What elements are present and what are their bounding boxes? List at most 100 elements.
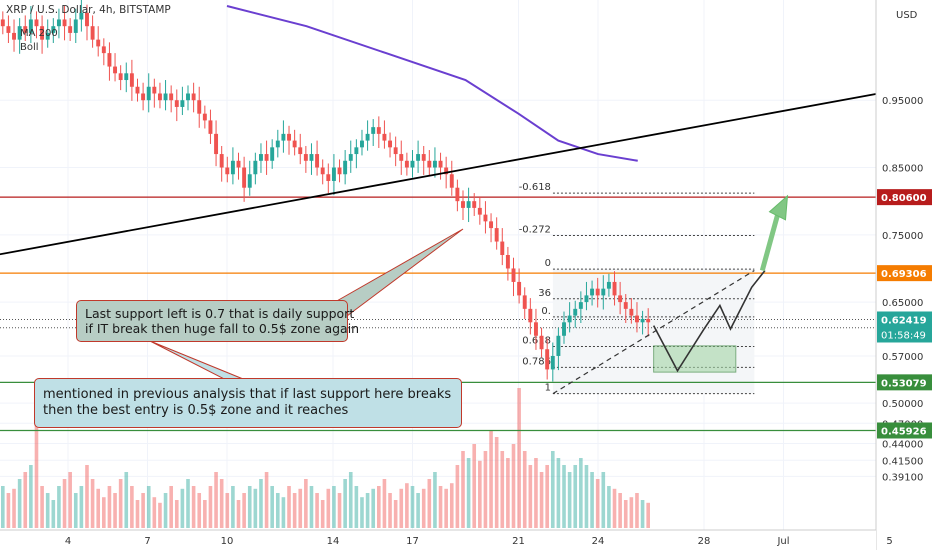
candle-body <box>96 39 101 47</box>
price-tick-label: 0.57000 <box>882 352 923 363</box>
analysis-note[interactable]: mentioned in previous analysis that if l… <box>34 378 462 428</box>
price-tick-label: 0.39100 <box>882 472 923 483</box>
volume-bar <box>360 497 364 528</box>
support-note[interactable]: Last support left is 0.7 that is daily s… <box>76 300 360 342</box>
candle-body <box>141 93 146 101</box>
candle-body <box>388 140 393 148</box>
price-label-text: 0.69306 <box>881 269 927 280</box>
candle-body <box>635 315 639 323</box>
projection-path[interactable] <box>652 269 766 373</box>
candle-body <box>28 19 33 33</box>
candle-body <box>118 73 123 81</box>
candle-body <box>399 154 404 161</box>
price-tick-label: 0.65000 <box>882 298 923 309</box>
candle-body <box>371 127 376 134</box>
volume-bar <box>410 486 415 528</box>
volume-bar <box>528 465 533 528</box>
candle-body <box>489 221 494 229</box>
volume-bar <box>522 451 527 528</box>
candle-body <box>477 207 482 215</box>
volume-bar <box>539 472 544 528</box>
volume-bar <box>23 472 28 528</box>
volume-bar <box>556 458 561 528</box>
time-tick-label: 24 <box>592 536 605 547</box>
trendline[interactable] <box>0 90 890 256</box>
volume-bar <box>444 488 448 528</box>
volume-bar <box>208 486 213 528</box>
volume-bar <box>158 502 162 528</box>
candle-body <box>326 174 331 181</box>
volume-bar <box>141 493 145 528</box>
volume-bar <box>494 437 499 528</box>
candle-body <box>34 19 39 27</box>
volume-bar <box>438 486 443 528</box>
dashed-trendline[interactable] <box>552 269 755 395</box>
volume-bar <box>275 493 280 528</box>
volume-bar <box>595 479 600 528</box>
target-arrow-head <box>768 194 789 221</box>
volume-bar <box>449 483 454 528</box>
volume-bar <box>354 486 359 528</box>
volume-bar <box>51 500 56 528</box>
candle-body <box>646 318 651 323</box>
ma-legend-label: MA 200 <box>20 28 58 39</box>
candle-body <box>416 154 421 161</box>
time-axis[interactable] <box>0 530 876 550</box>
candle-body <box>287 133 291 141</box>
candle-body <box>590 288 595 296</box>
volume-bar <box>242 493 246 528</box>
candle-body <box>236 160 241 168</box>
candle-body <box>0 19 5 27</box>
candle-body <box>545 349 550 370</box>
candle-body <box>157 93 162 101</box>
candle-body <box>494 228 499 242</box>
volume-bar <box>635 493 639 528</box>
volume-bar <box>130 486 134 528</box>
candle-body <box>186 93 190 101</box>
candle-body <box>354 147 359 155</box>
volume-bar <box>320 500 325 528</box>
volume-bar <box>1 486 5 528</box>
volume-bar <box>281 497 286 528</box>
candle-body <box>146 86 151 101</box>
candle-body <box>292 140 297 148</box>
countdown-tag <box>877 327 932 343</box>
candle-body <box>174 100 179 107</box>
symbol-title: XRP / U.S. Dollar, 4h, BITSTAMP <box>6 4 171 16</box>
volume-bar <box>163 493 168 528</box>
time-tick-label: 5 <box>886 536 892 547</box>
fib-level-label: -0.618 <box>519 182 551 193</box>
volume-bar <box>113 493 117 528</box>
volume-bar <box>618 493 622 528</box>
volume-bar <box>298 488 303 528</box>
volume-bar <box>292 493 297 528</box>
candle-body <box>315 154 320 168</box>
support-note-line-2: if IT break then huge fall to 0.5$ zone … <box>85 321 360 336</box>
volume-bar <box>62 479 67 528</box>
candle-body <box>427 160 432 168</box>
time-tick-label: 21 <box>512 536 525 547</box>
candle-body <box>601 288 606 296</box>
candle-body <box>472 201 477 208</box>
candle-body <box>275 140 280 148</box>
candle-body <box>595 288 600 296</box>
volume-bar <box>472 444 477 528</box>
candle-body <box>152 86 157 94</box>
price-tick-label: 0.44000 <box>882 439 923 450</box>
volume-bar <box>506 458 510 528</box>
volume-bar <box>612 488 617 528</box>
price-label-tag <box>877 265 932 282</box>
candle-body <box>214 133 219 155</box>
price-tick-label: 0.95000 <box>882 96 923 107</box>
candle-body <box>573 308 578 316</box>
fib-level-label: 0.618 <box>522 336 551 347</box>
target-arrow-shaft <box>759 207 782 272</box>
candle-body <box>455 187 460 202</box>
candle-body <box>421 154 426 161</box>
candle-body <box>348 154 353 161</box>
volume-bar <box>225 493 230 528</box>
volume-bar <box>231 486 235 528</box>
candle-body <box>101 46 106 54</box>
